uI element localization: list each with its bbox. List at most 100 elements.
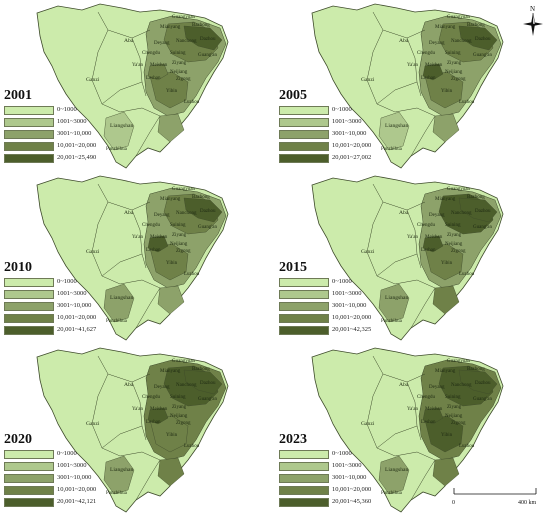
svg-text:Meishan: Meishan [425, 407, 443, 412]
svg-text:Suining: Suining [445, 51, 461, 56]
svg-text:Guangyuan: Guangyuan [447, 187, 471, 192]
legend-swatch [4, 106, 54, 115]
svg-text:Guang'an: Guang'an [198, 225, 217, 230]
svg-text:Dazhou: Dazhou [200, 381, 216, 386]
svg-text:Chengdu: Chengdu [142, 51, 161, 56]
svg-text:Bazhong: Bazhong [467, 367, 485, 372]
southeast-patch [157, 113, 185, 143]
svg-text:Mianyang: Mianyang [160, 369, 181, 374]
svg-text:Guangyuan: Guangyuan [447, 359, 471, 364]
svg-text:Ziyang: Ziyang [172, 61, 187, 66]
year-label: 2023 [279, 432, 307, 447]
svg-text:Yibin: Yibin [441, 261, 453, 266]
svg-text:Ziyang: Ziyang [447, 61, 462, 66]
svg-text:Dazhou: Dazhou [475, 37, 491, 42]
legend-swatch [4, 314, 54, 323]
hotspot-ne [458, 197, 498, 223]
legend-swatch [4, 498, 54, 507]
svg-text:Neijiang: Neijiang [170, 70, 188, 75]
svg-text:Bazhong: Bazhong [467, 23, 485, 28]
legend-label: 3001~10,000 [332, 474, 367, 481]
hotspot-center [147, 63, 169, 81]
south-patch [103, 455, 135, 495]
svg-text:Yibin: Yibin [166, 261, 178, 266]
svg-text:Ya'an: Ya'an [407, 63, 418, 68]
hotspot-ne [183, 369, 223, 395]
legend-swatch [4, 154, 54, 163]
svg-text:Chengdu: Chengdu [417, 51, 436, 56]
svg-text:Leshan: Leshan [421, 76, 436, 81]
svg-text:Meishan: Meishan [425, 63, 443, 68]
basin-south [424, 243, 464, 281]
legend-swatch [4, 302, 54, 311]
svg-text:Neijiang: Neijiang [445, 70, 463, 75]
legend-swatch [279, 142, 329, 151]
svg-text:Deyang: Deyang [154, 213, 170, 218]
svg-text:Deyang: Deyang [429, 213, 445, 218]
legend-label: 3001~10,000 [57, 130, 92, 137]
north-arrow-icon: N [523, 5, 543, 36]
legend-label: 20,001~27,002 [332, 154, 372, 161]
svg-text:Aba: Aba [124, 210, 134, 216]
hotspot-center [147, 235, 169, 253]
legend-label: 1001~3000 [57, 290, 87, 297]
svg-text:Ziyang: Ziyang [447, 405, 462, 410]
svg-text:Ya'an: Ya'an [132, 407, 143, 412]
svg-text:Aba: Aba [399, 210, 409, 216]
svg-text:Guangyuan: Guangyuan [172, 187, 196, 192]
hotspot-center [422, 235, 444, 253]
svg-text:Suining: Suining [445, 395, 461, 400]
svg-text:Guang'an: Guang'an [473, 225, 492, 230]
svg-text:Deyang: Deyang [429, 41, 445, 46]
svg-text:Ganzi: Ganzi [86, 249, 100, 255]
svg-text:Panzhihua: Panzhihua [106, 319, 128, 324]
svg-text:Mianyang: Mianyang [435, 25, 456, 30]
svg-text:Luzhou: Luzhou [184, 100, 200, 105]
svg-text:Meishan: Meishan [150, 63, 168, 68]
svg-text:Zigong: Zigong [176, 421, 191, 426]
svg-text:Aba: Aba [399, 382, 409, 388]
map-panel-4: Aba Ganzi Liangshan Panzhihua Guangyuan … [0, 344, 275, 516]
legend-swatch [279, 326, 329, 335]
svg-text:Leshan: Leshan [146, 420, 161, 425]
legend-label: 3001~10,000 [57, 302, 92, 309]
legend-label: 3001~10,000 [57, 474, 92, 481]
svg-text:Neijiang: Neijiang [170, 242, 188, 247]
svg-text:Aba: Aba [124, 382, 134, 388]
svg-text:Liangshan: Liangshan [110, 123, 134, 129]
svg-text:Chengdu: Chengdu [417, 395, 436, 400]
legend-swatch [279, 462, 329, 471]
svg-text:Suining: Suining [170, 223, 186, 228]
svg-text:Deyang: Deyang [429, 385, 445, 390]
svg-text:Guang'an: Guang'an [198, 397, 217, 402]
legend-label: 20,001~42,325 [332, 326, 372, 333]
legend-swatch [279, 450, 329, 459]
svg-text:Neijiang: Neijiang [445, 242, 463, 247]
legend-swatch [279, 302, 329, 311]
legend-swatch [279, 154, 329, 163]
svg-text:Nanchong: Nanchong [176, 211, 197, 216]
legend-swatch [279, 118, 329, 127]
svg-text:Yibin: Yibin [166, 89, 178, 94]
svg-text:Ganzi: Ganzi [361, 77, 375, 83]
sichuan-map: Aba Ganzi Liangshan Panzhihua Guangyuan … [311, 175, 504, 341]
legend-swatch [279, 130, 329, 139]
basin-south [424, 415, 464, 453]
south-patch [378, 283, 410, 323]
svg-text:Panzhihua: Panzhihua [381, 491, 403, 496]
svg-text:Nanchong: Nanchong [451, 211, 472, 216]
svg-text:Bazhong: Bazhong [467, 195, 485, 200]
map-panel-2: Aba Ganzi Liangshan Panzhihua Guangyuan … [0, 172, 275, 344]
svg-text:Yibin: Yibin [441, 433, 453, 438]
svg-text:Zigong: Zigong [451, 77, 466, 82]
svg-text:Luzhou: Luzhou [459, 272, 475, 277]
south-patch [378, 455, 410, 495]
hotspot-center [422, 63, 444, 81]
legend-label: 20,001~25,490 [57, 154, 97, 161]
svg-text:Meishan: Meishan [425, 235, 443, 240]
svg-text:Panzhihua: Panzhihua [381, 147, 403, 152]
svg-text:Nanchong: Nanchong [451, 383, 472, 388]
svg-text:Ziyang: Ziyang [447, 233, 462, 238]
map-panel-3: Aba Ganzi Liangshan Panzhihua Guangyuan … [275, 172, 550, 344]
svg-text:Chengdu: Chengdu [142, 223, 161, 228]
